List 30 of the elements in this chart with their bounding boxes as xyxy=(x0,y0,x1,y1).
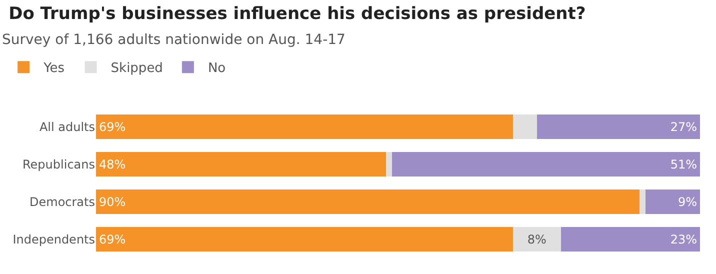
data-label: 69% xyxy=(99,232,126,246)
bar xyxy=(96,227,513,252)
legend-label: Yes xyxy=(42,61,65,76)
data-label: 90% xyxy=(99,194,126,209)
bar xyxy=(392,152,700,176)
bar xyxy=(646,190,700,214)
legend-label: No xyxy=(208,61,226,76)
bar xyxy=(536,114,700,139)
data-label: 8% xyxy=(527,232,546,246)
data-label: 48% xyxy=(99,157,126,172)
bar xyxy=(561,227,700,252)
bar xyxy=(512,114,537,139)
bar xyxy=(96,152,386,176)
y-tick-label: Independents xyxy=(12,232,95,246)
data-label: 23% xyxy=(670,232,697,246)
legend-label: Skipped xyxy=(110,61,163,76)
data-label: 9% xyxy=(678,194,697,209)
y-tick-label: Republicans xyxy=(22,157,95,172)
bar xyxy=(96,114,513,139)
bar xyxy=(512,227,562,252)
chart-title: Do Trump's businesses influence his decisions as president? xyxy=(8,4,586,24)
data-label: 51% xyxy=(670,157,697,172)
bar xyxy=(96,190,640,214)
bar xyxy=(640,190,646,214)
data-label: 27% xyxy=(670,120,697,134)
data-label: 69% xyxy=(99,120,126,134)
y-tick-label: All adults xyxy=(39,120,95,134)
y-tick-label: Democrats xyxy=(30,194,95,209)
chart-subtitle: Survey of 1,166 adults nationwide on Aug. 14-17 xyxy=(2,32,346,48)
bar xyxy=(386,152,392,176)
